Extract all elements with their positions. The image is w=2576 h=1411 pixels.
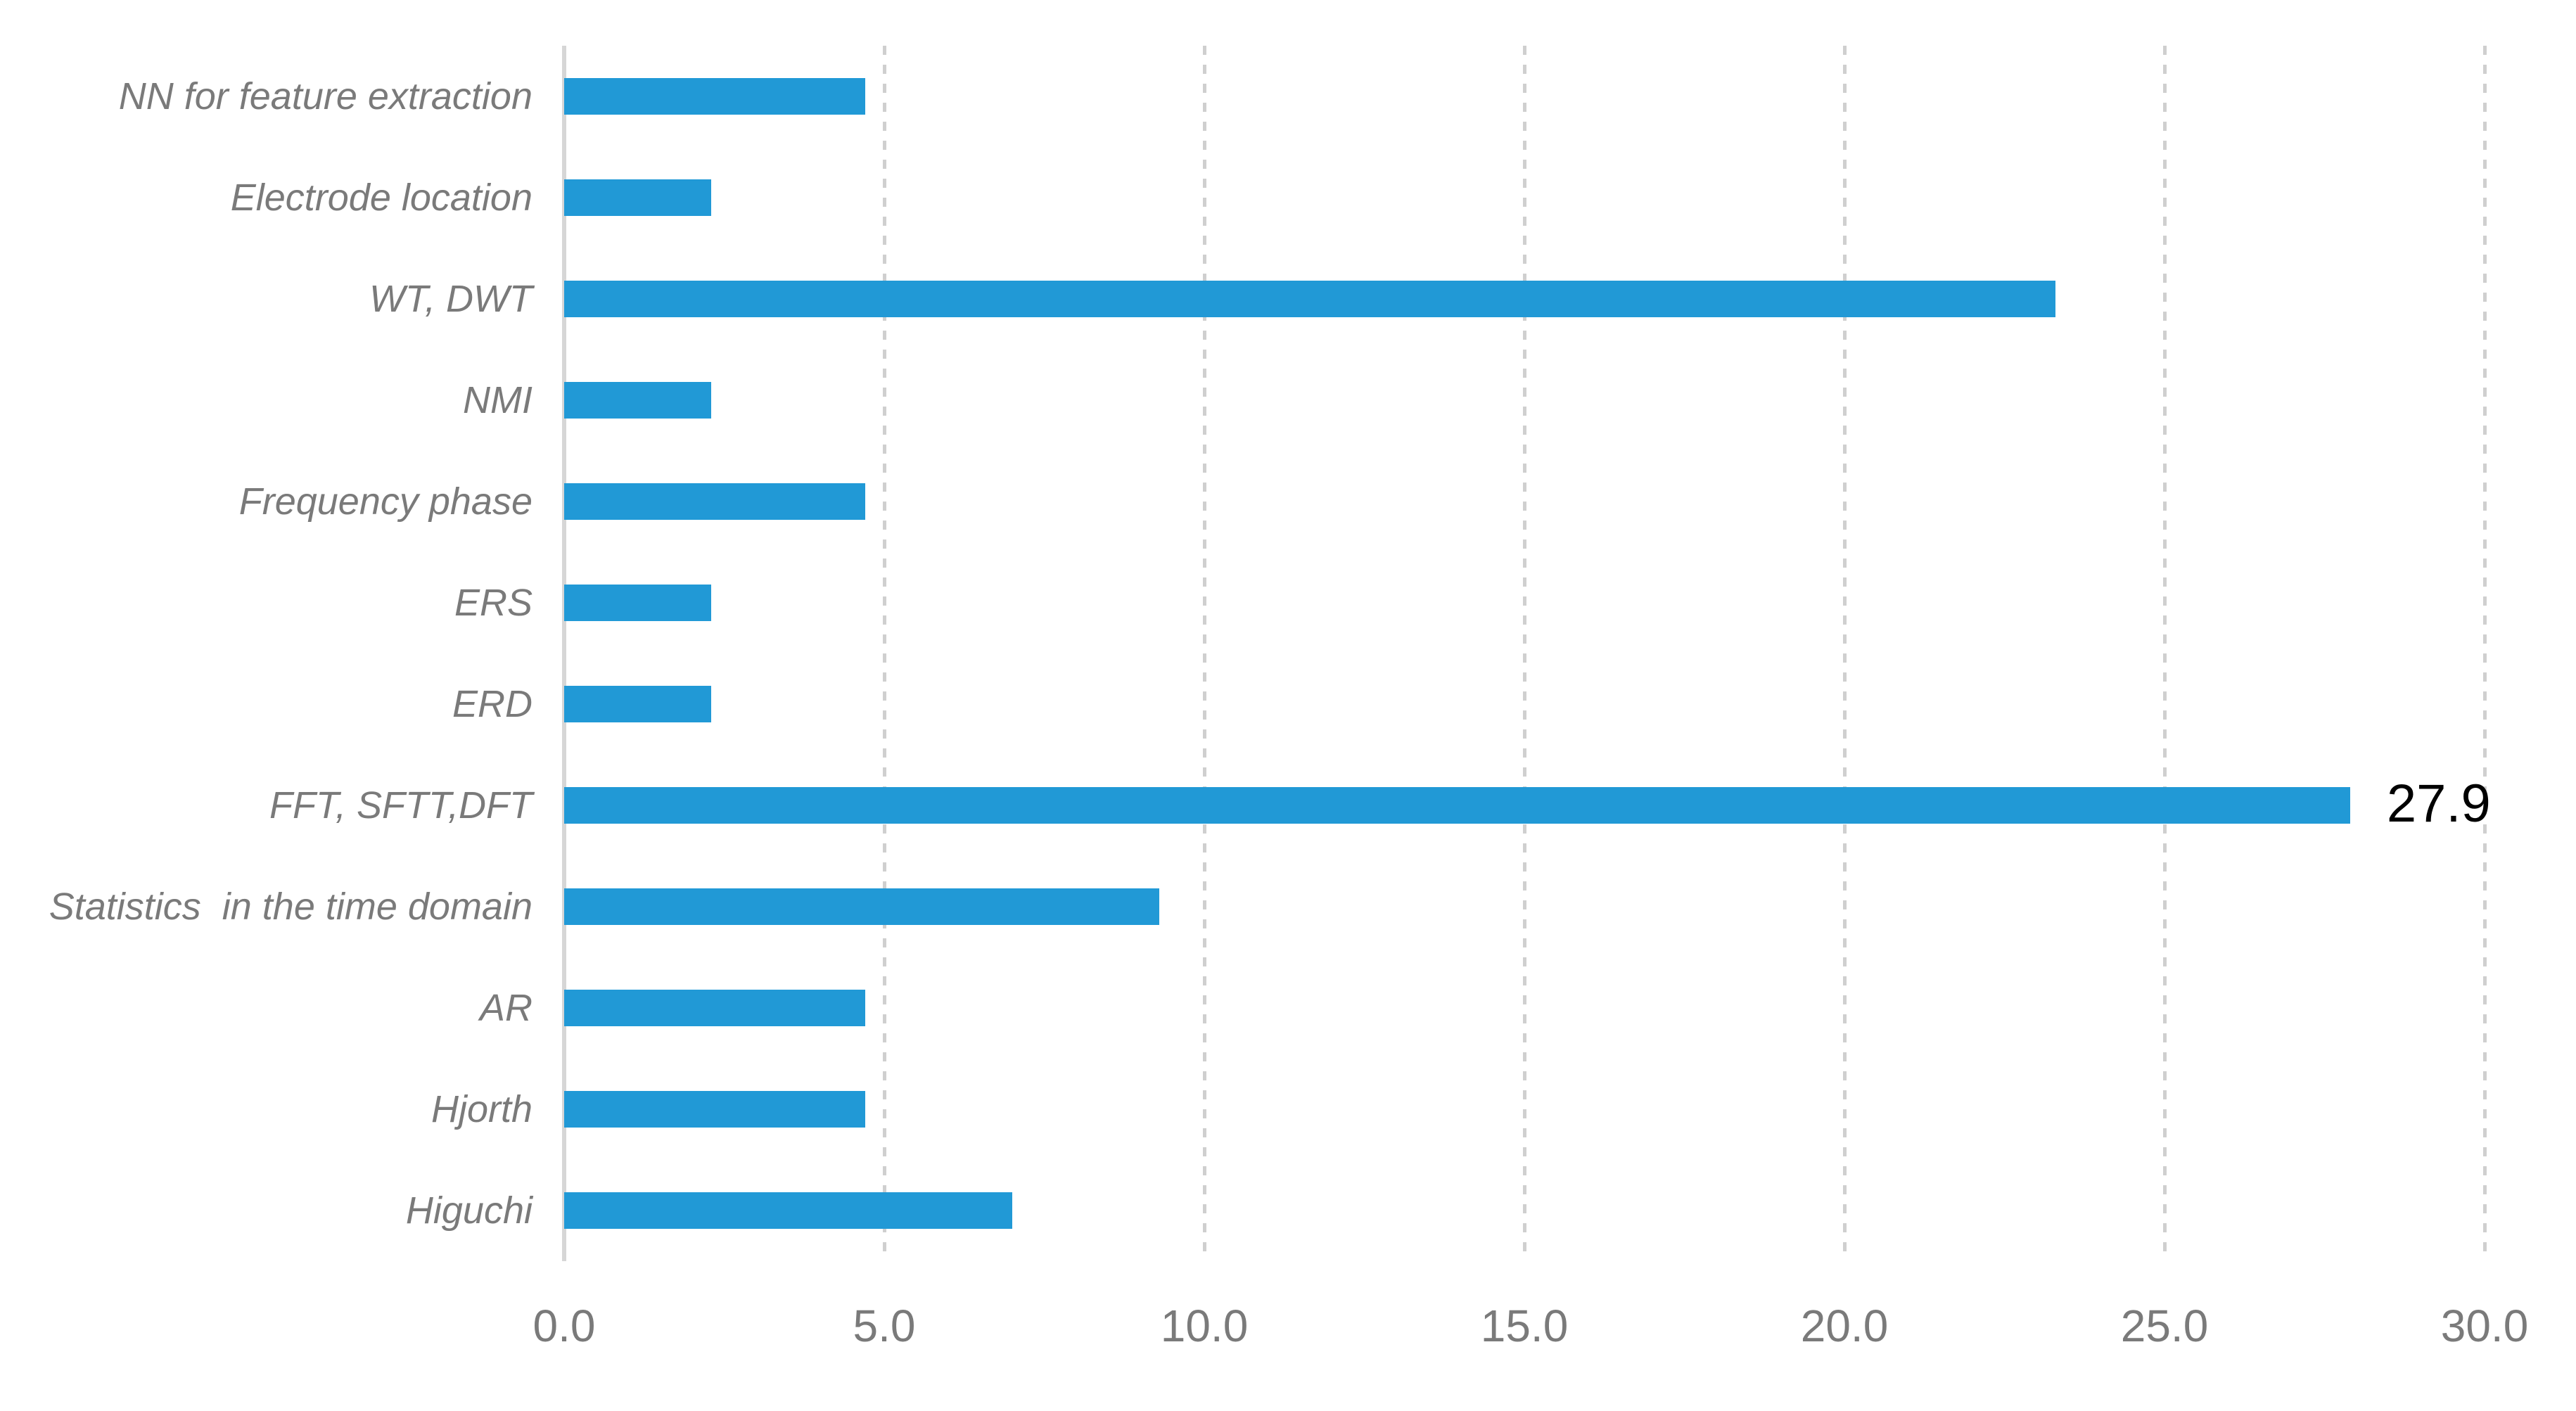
category-label: Higuchi bbox=[405, 1189, 533, 1232]
x-tick-label: 15.0 bbox=[1480, 1301, 1569, 1351]
bar bbox=[564, 483, 865, 520]
category-label: ERS bbox=[454, 582, 533, 624]
bar bbox=[564, 585, 712, 621]
data-label: 27.9 bbox=[2386, 774, 2491, 834]
x-tick-label: 25.0 bbox=[2120, 1301, 2209, 1351]
category-label: Frequency phase bbox=[238, 480, 533, 523]
category-label: NMI bbox=[463, 379, 533, 421]
category-label: AR bbox=[479, 987, 533, 1029]
bar bbox=[564, 382, 712, 419]
gridline bbox=[2163, 46, 2167, 1261]
category-label: FFT, SFTT,DFT bbox=[269, 784, 533, 826]
x-tick-label: 10.0 bbox=[1160, 1301, 1249, 1351]
category-label: ERD bbox=[452, 683, 533, 725]
bar bbox=[564, 1192, 1012, 1229]
y-axis-line bbox=[562, 46, 566, 1261]
gridline bbox=[1843, 46, 1847, 1261]
bar bbox=[564, 179, 712, 216]
bar bbox=[564, 281, 2056, 317]
bar bbox=[564, 78, 865, 115]
x-tick-label: 0.0 bbox=[533, 1301, 596, 1351]
category-label: Electrode location bbox=[230, 177, 533, 219]
gridline bbox=[883, 46, 886, 1261]
bar bbox=[564, 787, 2350, 824]
bar bbox=[564, 1091, 865, 1128]
category-label: WT, DWT bbox=[369, 278, 533, 320]
gridline bbox=[2483, 46, 2487, 1261]
gridline bbox=[1203, 46, 1206, 1261]
bar bbox=[564, 686, 712, 722]
category-label: Statistics in the time domain bbox=[49, 886, 533, 928]
category-label: Hjorth bbox=[431, 1088, 533, 1130]
x-tick-label: 20.0 bbox=[1800, 1301, 1889, 1351]
category-label: NN for feature extraction bbox=[118, 75, 533, 117]
x-tick-label: 30.0 bbox=[2440, 1301, 2529, 1351]
x-tick-label: 5.0 bbox=[853, 1301, 916, 1351]
bar bbox=[564, 990, 865, 1026]
bar bbox=[564, 888, 1160, 925]
gridline bbox=[1523, 46, 1526, 1261]
